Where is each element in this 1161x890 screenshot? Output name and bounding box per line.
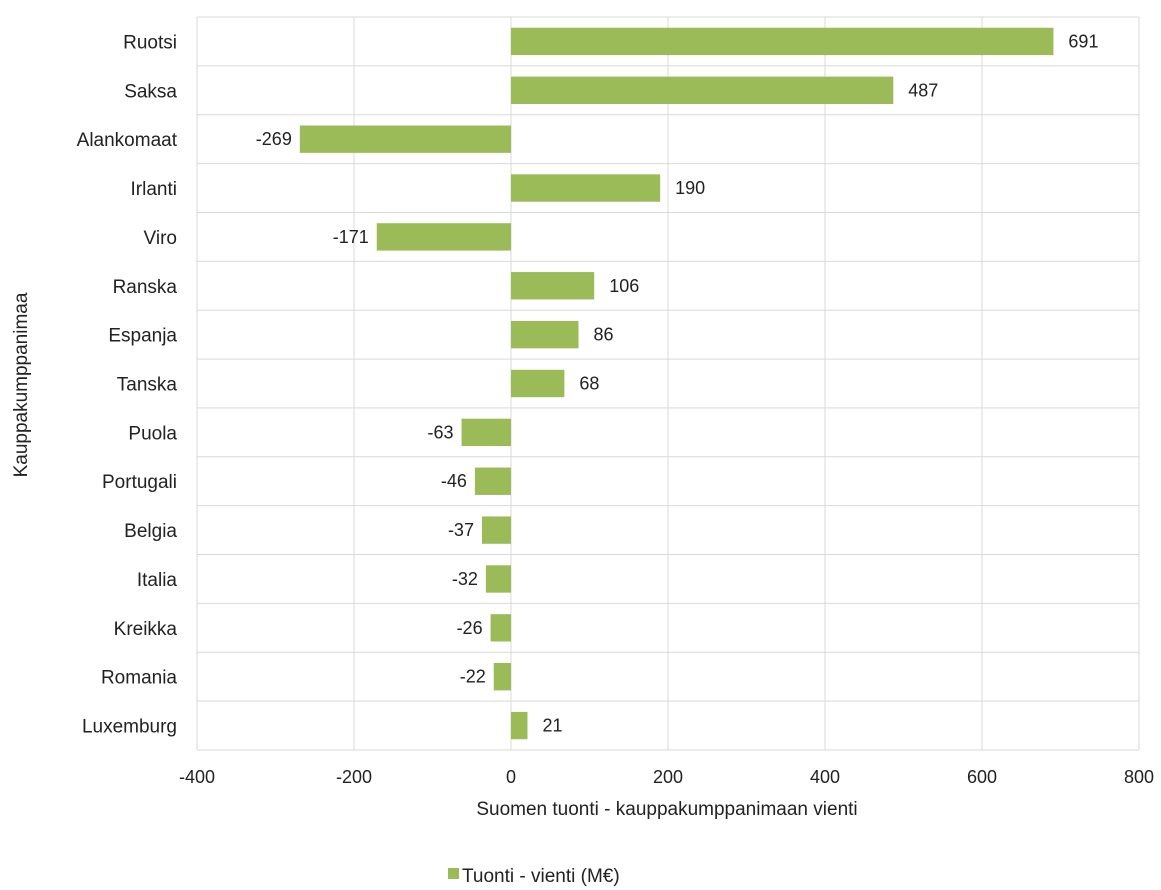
x-tick-label: -200 <box>336 767 372 787</box>
category-label-ranska: Ranska <box>113 277 178 298</box>
data-label-saksa: 487 <box>908 80 938 100</box>
data-label-tanska: 68 <box>579 374 599 394</box>
category-label-romania: Romania <box>101 668 177 689</box>
x-tick-label: 200 <box>653 767 683 787</box>
data-label-kreikka: -26 <box>457 618 483 638</box>
x-tick-label: 400 <box>810 767 840 787</box>
category-label-luxemburg: Luxemburg <box>82 717 177 738</box>
bar-ranska <box>511 272 595 300</box>
category-label-alankomaat: Alankomaat <box>77 130 178 151</box>
bar-portugali <box>474 467 511 495</box>
y-axis-title: Kauppakumppanimaa <box>11 292 32 477</box>
category-label-viro: Viro <box>144 228 177 249</box>
category-labels: Ruotsi Saksa Alankomaat Irlanti Viro Ranska Es… <box>77 32 178 737</box>
category-label-italia: Italia <box>137 570 178 591</box>
grid-lines <box>196 16 1140 751</box>
bar-belgia <box>481 516 511 544</box>
data-label-belgia: -37 <box>448 520 474 540</box>
x-tick-label: 600 <box>967 767 997 787</box>
legend-label: Tuonti - vienti (M€) <box>462 866 620 887</box>
legend: Tuonti - vienti (M€) <box>448 866 620 887</box>
bar-viro <box>376 223 511 251</box>
category-label-puola: Puola <box>128 423 177 444</box>
data-label-romania: -22 <box>460 667 486 687</box>
legend-swatch <box>448 868 459 879</box>
data-labels: 691 487 -269 190 -171 106 86 68 -63 -46 -37 -32 -26 -… <box>256 31 1099 735</box>
category-label-tanska: Tanska <box>117 375 178 396</box>
bar-romania <box>493 663 511 691</box>
data-label-portugali: -46 <box>441 471 467 491</box>
bar-alankomaat <box>299 125 511 153</box>
data-label-puola: -63 <box>428 422 454 442</box>
category-label-espanja: Espanja <box>108 326 177 347</box>
x-tick-label: 800 <box>1124 767 1154 787</box>
bar-kreikka <box>490 614 511 642</box>
category-label-belgia: Belgia <box>124 521 177 542</box>
data-label-alankomaat: -269 <box>256 129 292 149</box>
category-label-saksa: Saksa <box>124 81 177 102</box>
x-tick-label: -400 <box>179 767 215 787</box>
bar-ruotsi <box>511 27 1054 56</box>
category-label-irlanti: Irlanti <box>131 179 177 200</box>
category-label-ruotsi: Ruotsi <box>123 32 177 53</box>
category-label-kreikka: Kreikka <box>114 619 178 640</box>
bars <box>299 27 1054 740</box>
data-label-ranska: 106 <box>609 276 639 296</box>
bar-puola <box>461 418 511 447</box>
data-label-viro: -171 <box>333 227 369 247</box>
data-label-ruotsi: 691 <box>1068 31 1098 51</box>
data-label-espanja: 86 <box>594 325 614 345</box>
bar-irlanti <box>511 174 661 202</box>
category-label-portugali: Portugali <box>102 472 177 493</box>
data-label-italia: -32 <box>452 569 478 589</box>
data-label-luxemburg: 21 <box>542 716 562 736</box>
bar-saksa <box>511 76 894 104</box>
bar-espanja <box>511 320 579 349</box>
bar-italia <box>485 565 511 593</box>
x-axis-title: Suomen tuonti - kauppakumppanimaan vient… <box>476 799 857 820</box>
x-tick-labels: -400 -200 0 200 400 600 800 <box>179 767 1154 787</box>
x-tick-label: 0 <box>506 767 516 787</box>
bar-luxemburg <box>511 711 528 740</box>
bar-tanska <box>511 369 565 398</box>
data-label-irlanti: 190 <box>675 178 705 198</box>
